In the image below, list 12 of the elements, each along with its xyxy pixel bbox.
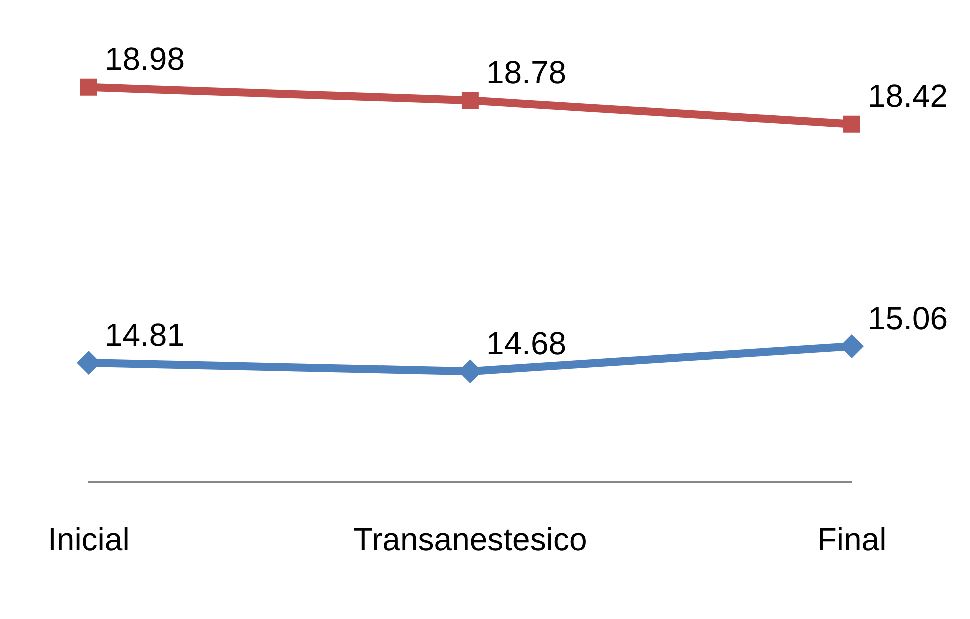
point bbox=[844, 116, 860, 133]
x-tick-label: Transanestesico bbox=[354, 522, 588, 558]
point bbox=[462, 92, 479, 110]
data-label: 18.98 bbox=[104, 41, 185, 78]
point bbox=[80, 78, 98, 96]
data-label: 15.06 bbox=[868, 300, 948, 336]
data-label: 18.78 bbox=[486, 54, 567, 90]
data-label: 14.68 bbox=[486, 325, 567, 362]
x-tick-label: Inicial bbox=[48, 522, 130, 558]
x-tick-label: Final bbox=[817, 522, 887, 558]
data-label: 18.42 bbox=[868, 78, 948, 114]
data-label: 14.81 bbox=[104, 316, 185, 353]
